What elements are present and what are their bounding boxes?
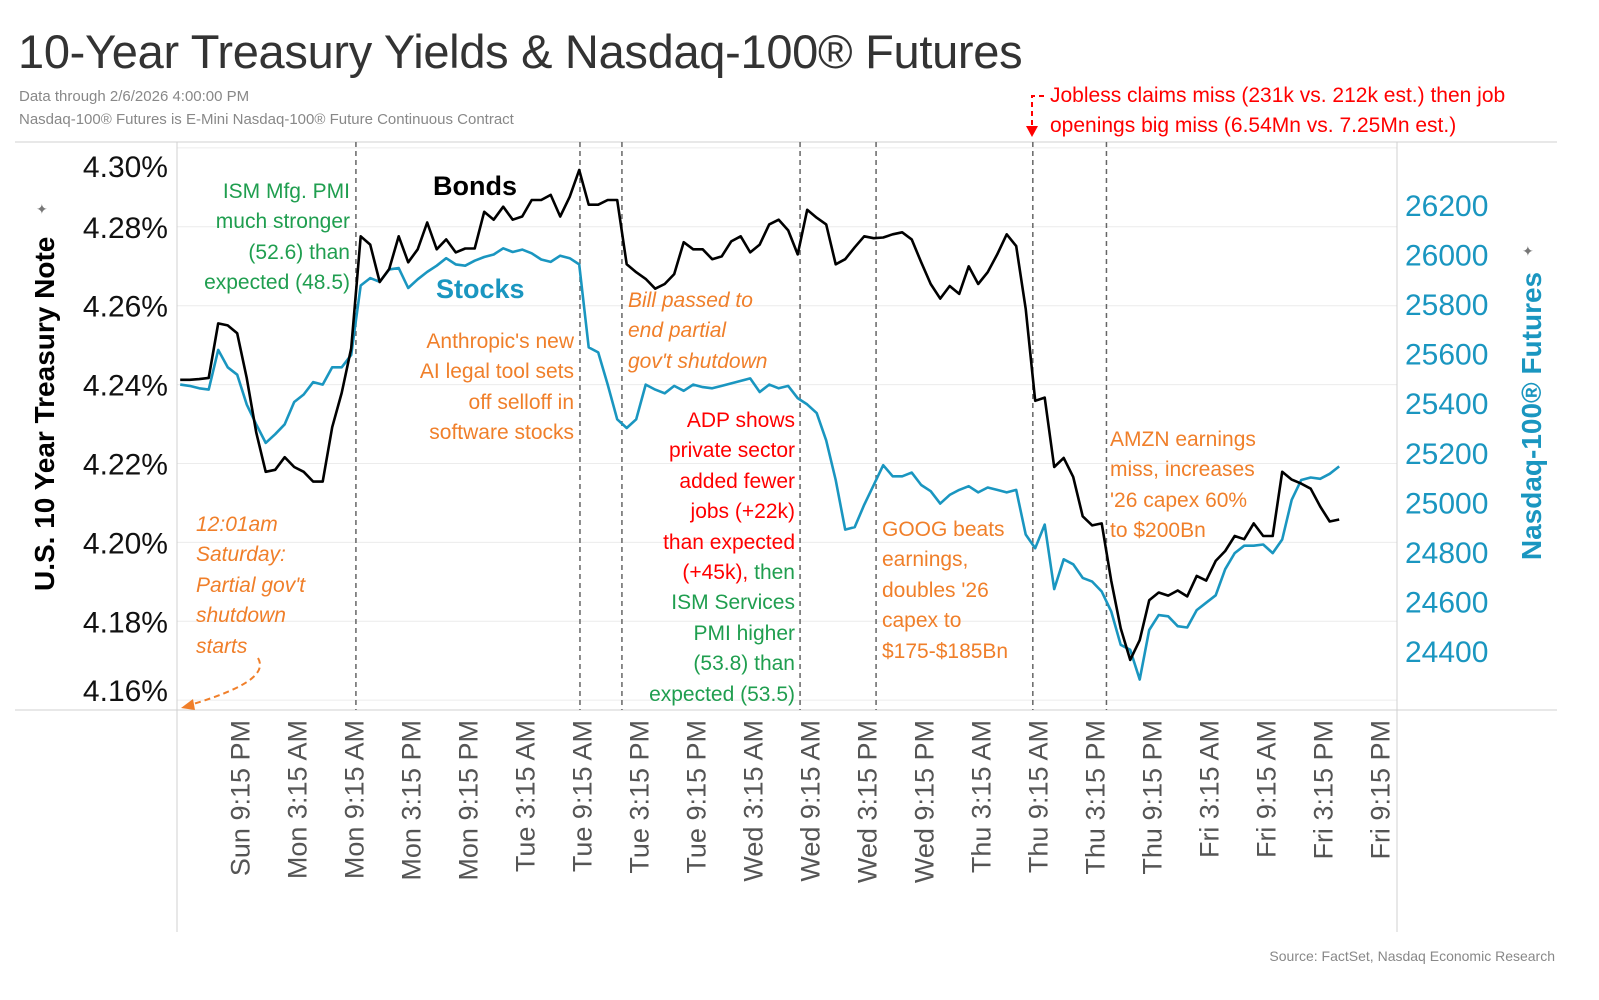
y2-tick-label: 25200: [1405, 438, 1488, 471]
x-tick-label: Thu 9:15 AM: [1024, 720, 1054, 873]
y-tick-label: 4.28%: [83, 212, 168, 245]
y-tick-label: 4.30%: [83, 151, 168, 184]
x-tick-label: Mon 9:15 AM: [340, 720, 370, 879]
annotation-bill-passed: Bill passed to end partial gov't shutdown: [628, 289, 768, 373]
stocks-series-label: Stocks: [436, 274, 525, 304]
x-tick-label: Wed 9:15 AM: [796, 720, 826, 882]
y2-tick-label: 24400: [1405, 636, 1488, 669]
source-note: Source: FactSet, Nasdaq Economic Researc…: [1269, 948, 1555, 964]
chart-title: 10-Year Treasury Yields & Nasdaq-100® Fu…: [18, 25, 1023, 78]
x-tick-label: Fri 9:15 AM: [1252, 720, 1282, 858]
shutdown-arrow: [189, 657, 261, 706]
x-tick-label: Mon 3:15 AM: [283, 720, 313, 879]
x-tick-label: Tue 3:15 AM: [511, 720, 541, 872]
y-tick-label: 4.18%: [83, 606, 168, 639]
annotation-goog: GOOG beats earnings, doubles '26 capex to $1…: [882, 518, 1009, 663]
left-axis-pin-icon: ✦: [36, 201, 48, 217]
x-tick-label: Wed 3:15 AM: [739, 720, 769, 882]
stocks-series-line: [180, 247, 1340, 681]
y2-tick-label: 25000: [1405, 487, 1488, 520]
x-tick-label: Thu 3:15 AM: [967, 720, 997, 873]
y2-tick-label: 26200: [1405, 190, 1488, 223]
annotation-anthropic: Anthropic's new AI legal tool sets off sel…: [419, 330, 574, 445]
jobless-arrowhead: [1026, 126, 1038, 137]
y-tick-label: 4.16%: [83, 675, 168, 708]
y2-tick-label: 25800: [1405, 289, 1488, 322]
y2-tick-label: 25600: [1405, 339, 1488, 372]
bonds-series-line: [180, 168, 1340, 662]
y-tick-label: 4.24%: [83, 370, 168, 403]
y2-tick-label: 24600: [1405, 586, 1488, 619]
left-axis-title: U.S. 10 Year Treasury Note: [29, 236, 60, 591]
x-tick-label: Mon 3:15 PM: [397, 720, 427, 881]
annotation-ism-mfg: ISM Mfg. PMI much stronger (52.6) than expe…: [204, 180, 350, 295]
annotation-amzn: AMZN earnings miss, increases '26 capex 60…: [1110, 428, 1256, 543]
subtitle-data-through: Data through 2/6/2026 4:00:00 PM: [19, 88, 250, 105]
x-tick-label: Thu 3:15 PM: [1081, 720, 1111, 875]
x-tick-label: Thu 9:15 PM: [1138, 720, 1168, 875]
x-tick-label: Tue 9:15 AM: [568, 720, 598, 872]
x-tick-label: Wed 9:15 PM: [910, 720, 940, 883]
jobless-arrow: [1031, 95, 1044, 128]
x-tick-label: Fri 9:15 PM: [1366, 720, 1396, 860]
x-tick-label: Mon 9:15 PM: [454, 720, 484, 881]
x-tick-label: Fri 3:15 AM: [1195, 720, 1225, 858]
y-tick-label: 4.20%: [83, 527, 168, 560]
annotation-shutdown: 12:01am Saturday: Partial gov't shutdown sta…: [196, 513, 306, 658]
bonds-series-label: Bonds: [433, 171, 517, 201]
right-axis-pin-icon: ✦: [1522, 243, 1534, 259]
y2-tick-label: 26000: [1405, 240, 1488, 273]
gridlines: [177, 147, 1397, 701]
event-lines: [355, 142, 1108, 710]
y2-tick-label: 24800: [1405, 537, 1488, 570]
left-axis-ticks: 4.30% 4.28% 4.26% 4.24% 4.22% 4.20% 4.18% 4.16%: [83, 151, 168, 708]
x-tick-label: Wed 3:15 PM: [853, 720, 883, 883]
x-tick-label: Tue 3:15 PM: [625, 720, 655, 874]
y-tick-label: 4.22%: [83, 448, 168, 481]
y-tick-label: 4.26%: [83, 291, 168, 324]
x-tick-label: Tue 9:15 PM: [682, 720, 712, 874]
x-axis-ticks: Sun 9:15 PM Mon 3:15 AM Mon 9:15 AM Mon 3:1…: [226, 720, 1396, 883]
subtitle-contract-note: Nasdaq-100® Futures is E-Mini Nasdaq-100…: [19, 111, 514, 128]
x-tick-label: Sun 9:15 PM: [226, 720, 256, 876]
annotation-jobless: Jobless claims miss (231k vs. 212k est.)…: [1050, 84, 1506, 138]
shutdown-arrowhead: [181, 699, 195, 710]
right-axis-title: Nasdaq-100® Futures: [1516, 271, 1547, 561]
x-tick-label: Fri 3:15 PM: [1309, 720, 1339, 860]
right-axis-ticks: 26200 26000 25800 25600 25400 25200 25000 24800…: [1405, 190, 1488, 669]
annotation-adp-ism-services: ADP shows private sector added fewer jobs (…: [649, 409, 795, 706]
y2-tick-label: 25400: [1405, 388, 1488, 421]
